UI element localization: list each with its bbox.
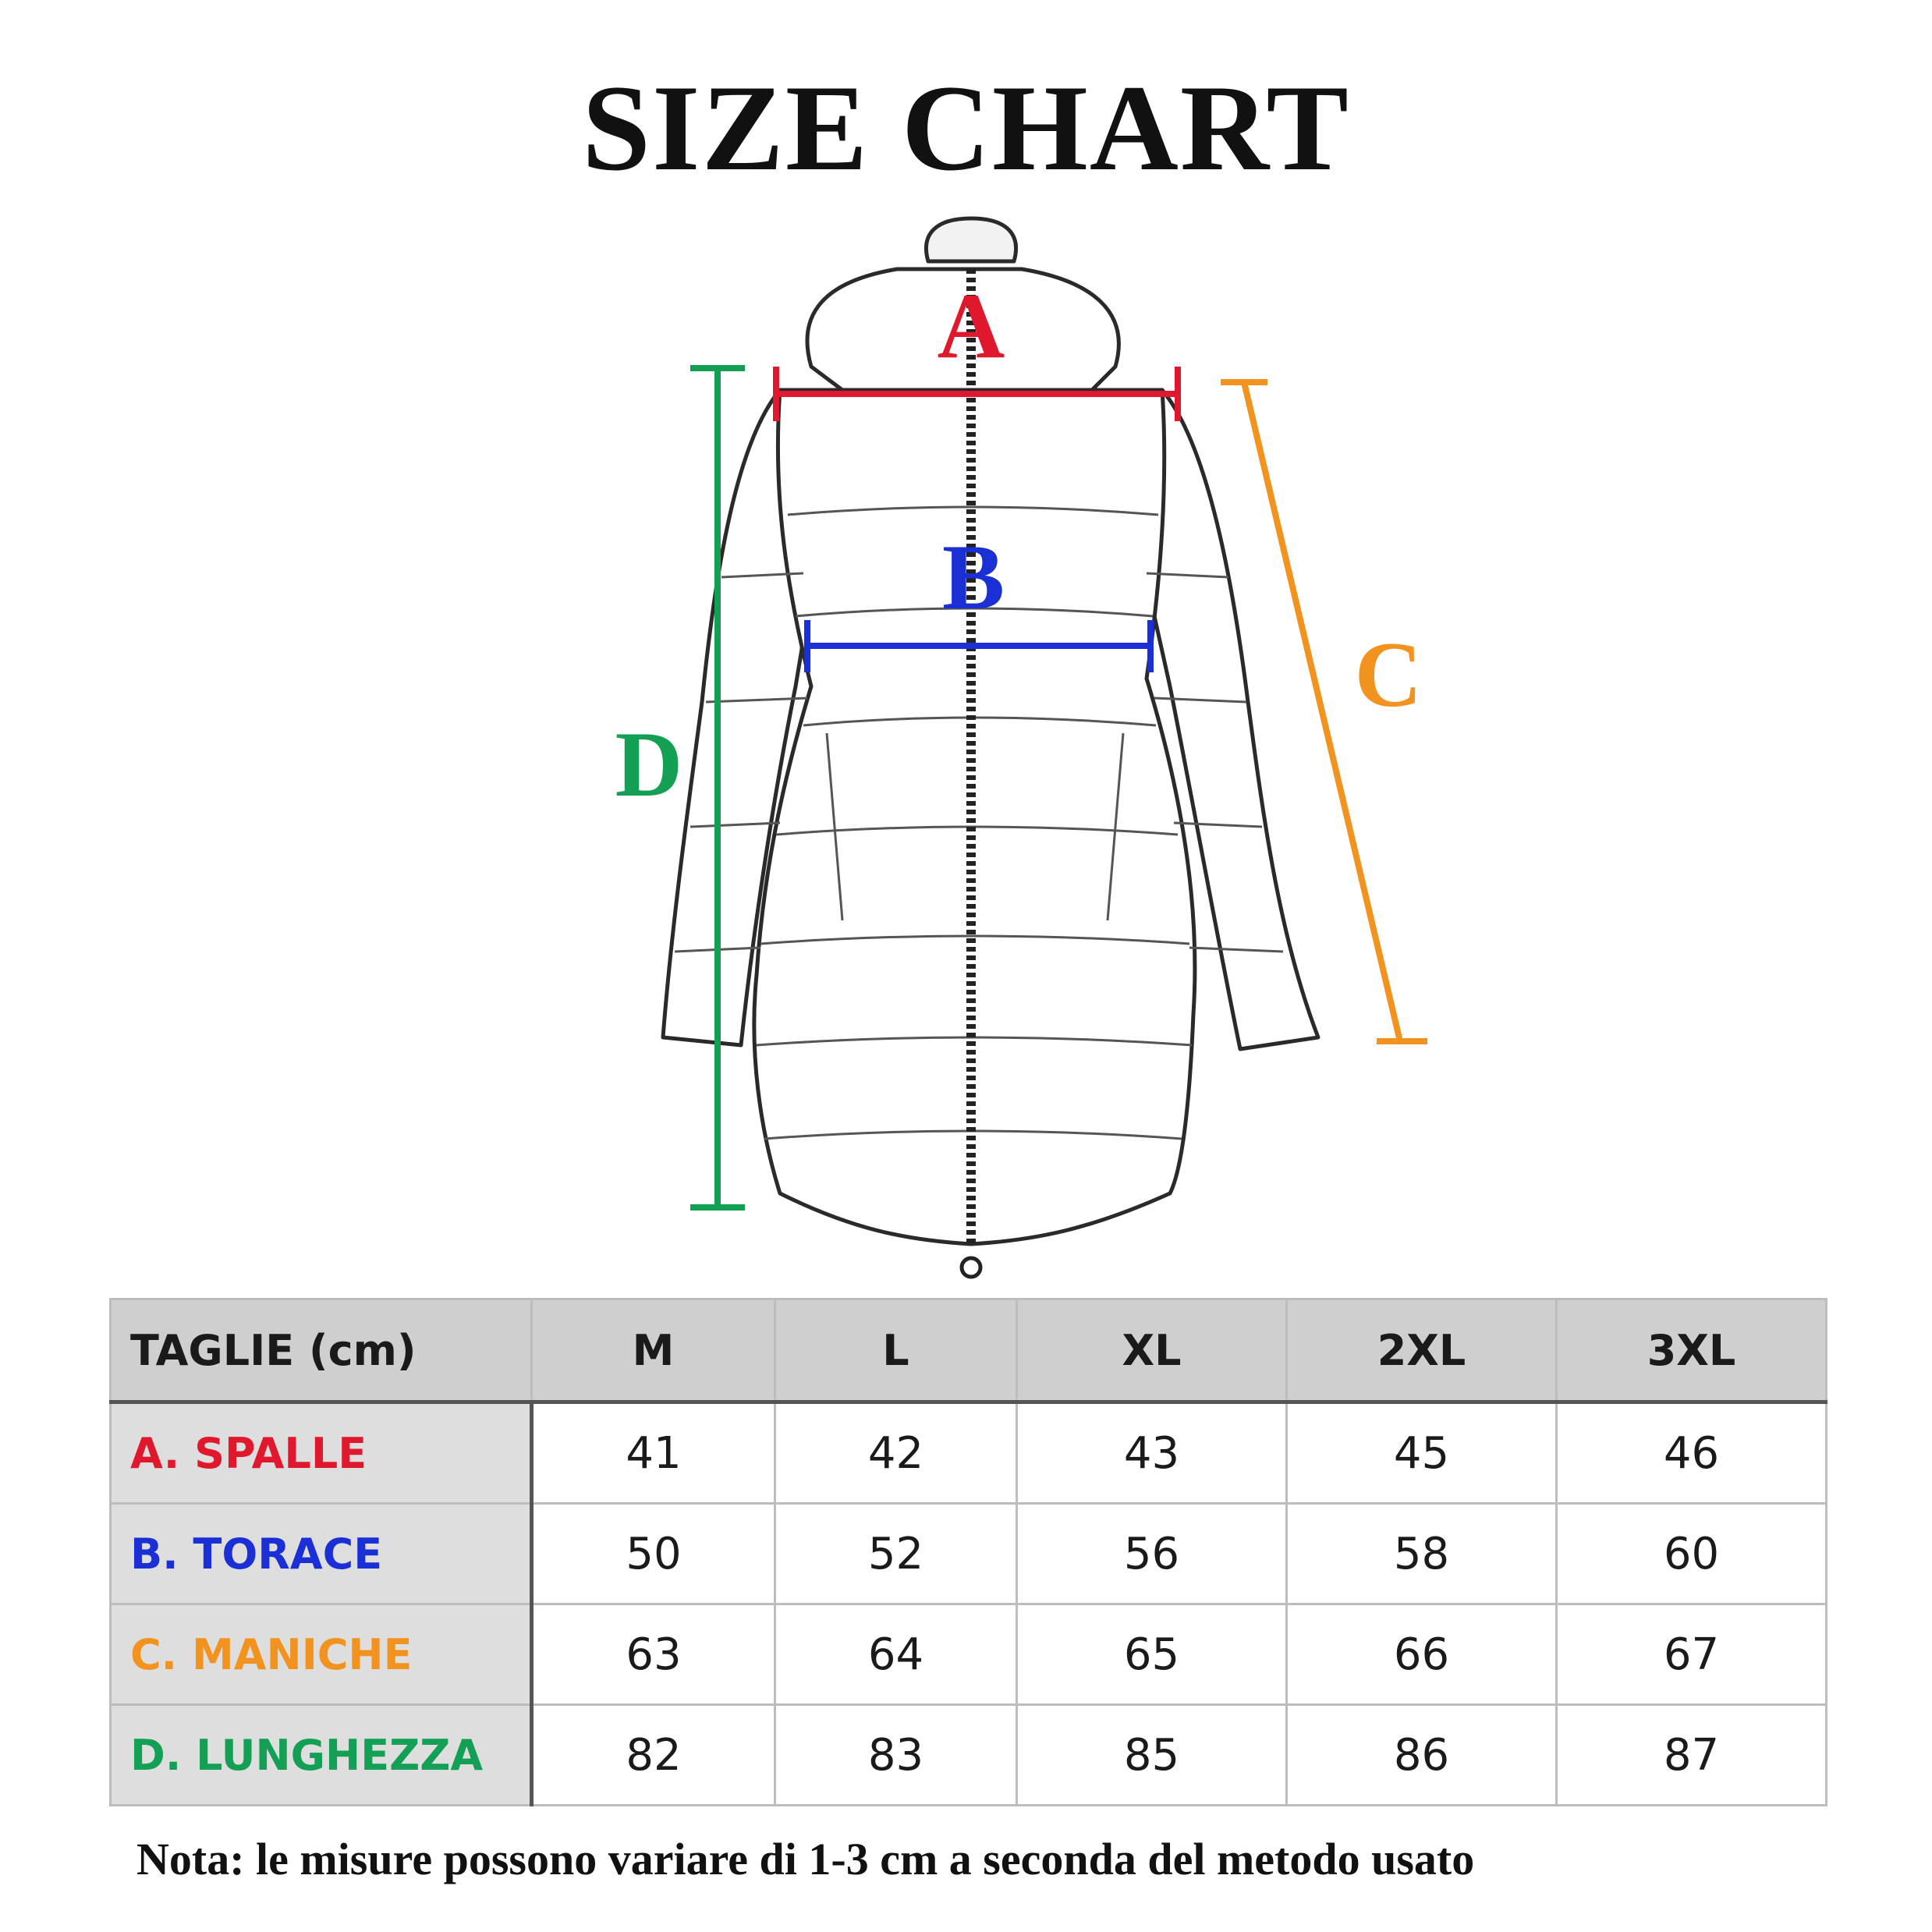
row-prefix: D. [130, 1730, 182, 1780]
column-header: M [530, 1298, 776, 1404]
measure-line-b [804, 620, 1154, 672]
zipper-pull [959, 1256, 983, 1279]
measure-line-d [690, 365, 745, 1211]
row-label-text: TORACE [193, 1529, 383, 1579]
table-row: A. SPALLE 41 42 43 45 46 [109, 1401, 1827, 1505]
column-header: 3XL [1555, 1298, 1827, 1404]
table-cell: 41 [530, 1401, 776, 1505]
label-c: C [1355, 622, 1423, 726]
column-header: L [774, 1298, 1018, 1404]
table-cell: 65 [1016, 1603, 1288, 1706]
measure-line-a [773, 367, 1181, 421]
column-header: 2XL [1285, 1298, 1558, 1404]
table-cell: 86 [1285, 1703, 1558, 1806]
table-cell: 52 [774, 1502, 1018, 1605]
page-title: SIZE CHART [582, 60, 1350, 197]
measurement-note: Nota: le misure possono variare di 1-3 c… [136, 1834, 1475, 1884]
table-cell: 67 [1555, 1603, 1827, 1706]
row-prefix: C. [130, 1629, 178, 1679]
row-label: B. TORACE [109, 1502, 534, 1605]
table-cell: 46 [1555, 1401, 1827, 1505]
table-cell: 85 [1016, 1703, 1288, 1806]
label-a: A [938, 274, 1005, 378]
table-cell: 87 [1555, 1703, 1827, 1806]
table-cell: 66 [1285, 1603, 1558, 1706]
label-b: B [942, 525, 1005, 629]
size-table: TAGLIE (cm) M L XL 2XL 3XL A. SPALLE 41 … [109, 1298, 1827, 1806]
table-cell: 63 [530, 1603, 776, 1706]
table-row: D. LUNGHEZZA 82 83 85 86 87 [109, 1703, 1827, 1806]
measure-line-c [1221, 379, 1427, 1044]
table-cell: 83 [774, 1703, 1018, 1806]
jacket-measurement-diagram: A B C D [615, 216, 1427, 1279]
table-cell: 50 [530, 1502, 776, 1605]
table-row: B. TORACE 50 52 56 58 60 [109, 1502, 1827, 1605]
table-header-row: TAGLIE (cm) M L XL 2XL 3XL [109, 1298, 1827, 1404]
column-header: TAGLIE (cm) [109, 1298, 533, 1404]
row-label: A. SPALLE [109, 1401, 534, 1505]
table-row: C. MANICHE 63 64 65 66 67 [109, 1603, 1827, 1706]
row-prefix: B. [130, 1529, 179, 1579]
label-d: D [615, 712, 683, 816]
row-label-text: SPALLE [194, 1428, 367, 1478]
row-prefix: A. [130, 1428, 180, 1478]
row-label-text: MANICHE [191, 1629, 413, 1679]
table-cell: 45 [1285, 1401, 1558, 1505]
puffer-jacket-sketch-icon [661, 216, 1320, 1246]
table-cell: 82 [530, 1703, 776, 1806]
table-cell: 60 [1555, 1502, 1827, 1605]
table-cell: 64 [774, 1603, 1018, 1706]
table-cell: 43 [1016, 1401, 1288, 1505]
column-header: XL [1016, 1298, 1288, 1404]
table-cell: 56 [1016, 1502, 1288, 1605]
table-cell: 58 [1285, 1502, 1558, 1605]
row-label: D. LUNGHEZZA [109, 1703, 534, 1806]
row-label: C. MANICHE [109, 1603, 534, 1706]
table-cell: 42 [774, 1401, 1018, 1505]
row-label-text: LUNGHEZZA [196, 1730, 484, 1780]
